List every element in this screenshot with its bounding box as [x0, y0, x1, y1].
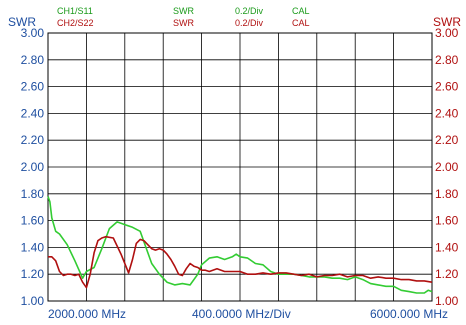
ch1-format: SWR [173, 6, 194, 16]
ch1-name: CH1/S11 [57, 6, 93, 16]
ch1-cal: CAL [292, 6, 310, 16]
right-tick-label: 2.20 [435, 133, 459, 147]
right-tick-label: 1.60 [435, 214, 459, 228]
left-tick-label: 2.60 [21, 80, 45, 94]
left-axis-label: SWR [8, 15, 36, 29]
start-frequency: 2000.000 MHz [48, 307, 127, 321]
right-tick-label: 2.00 [435, 160, 459, 174]
left-tick-label: 2.00 [21, 160, 45, 174]
tick-labels: 1.00 1.00 1.20 1.20 1.40 1.40 1.60 1.60 1.80 1.80… [21, 26, 459, 308]
left-tick-label: 2.40 [21, 106, 45, 120]
right-tick-label: 2.40 [435, 106, 459, 120]
grid-lines [48, 33, 432, 301]
right-axis-label: SWR [433, 15, 461, 29]
ch2-format: SWR [173, 18, 194, 28]
traces [47, 196, 433, 294]
left-tick-label: 1.40 [21, 240, 45, 254]
trace-ch1-s11 [47, 196, 433, 294]
left-tick-label: 3.00 [21, 26, 45, 40]
right-tick-label: 1.00 [435, 294, 459, 308]
left-tick-label: 2.20 [21, 133, 45, 147]
left-tick-label: 1.00 [21, 294, 45, 308]
ch2-cal: CAL [292, 18, 310, 28]
right-tick-label: 1.20 [435, 267, 459, 281]
trace-ch2-s22 [48, 235, 433, 289]
left-tick-label: 1.20 [21, 267, 45, 281]
ch1-scale: 0.2/Div [235, 6, 264, 16]
frequency-per-div: 400.0000 MHz/Div [192, 307, 291, 321]
right-tick-label: 1.80 [435, 187, 459, 201]
right-tick-label: 1.40 [435, 240, 459, 254]
left-tick-label: 1.60 [21, 214, 45, 228]
ch2-scale: 0.2/Div [235, 18, 264, 28]
right-tick-label: 2.60 [435, 80, 459, 94]
left-tick-label: 2.80 [21, 53, 45, 67]
left-tick-label: 1.80 [21, 187, 45, 201]
right-tick-label: 3.00 [435, 26, 459, 40]
ch2-name: CH2/S22 [57, 18, 94, 28]
right-tick-label: 2.80 [435, 53, 459, 67]
stop-frequency: 6000.000 MHz [370, 307, 449, 321]
